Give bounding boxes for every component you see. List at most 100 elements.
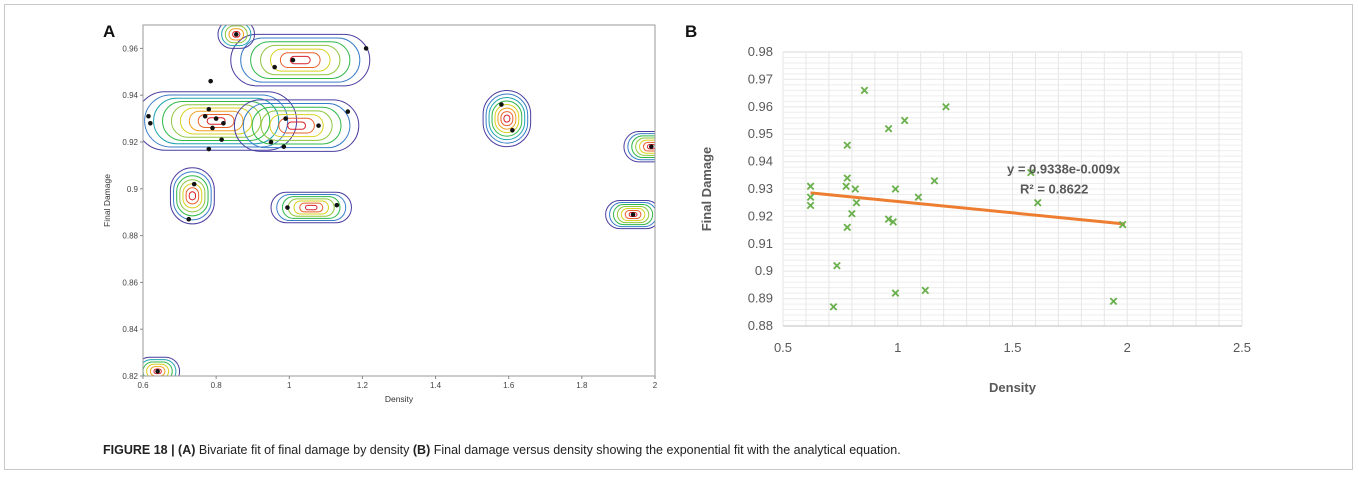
y-tick-label: 0.9 [127, 185, 139, 194]
contour-line [233, 99, 360, 152]
contour-line [623, 130, 655, 163]
marker-stroke [1109, 297, 1118, 306]
contour-line [149, 366, 166, 376]
marker-stroke [842, 182, 850, 191]
data-point [363, 46, 369, 51]
y-tick-label: 0.95 [748, 126, 773, 141]
contour-line [143, 359, 177, 376]
marker-stroke [1033, 198, 1042, 207]
contour-line [620, 208, 646, 222]
data-point [833, 261, 841, 270]
figure-frame [4, 4, 1353, 470]
contour-line [627, 133, 655, 161]
contour-line [228, 28, 245, 41]
data-point [806, 193, 815, 202]
data-point [1118, 220, 1127, 229]
contour-line [278, 117, 315, 134]
data-point [843, 223, 852, 232]
marker-stroke [921, 286, 930, 295]
contour-line [616, 206, 650, 224]
data-point [851, 185, 860, 193]
caption-label: FIGURE 18 | [103, 443, 179, 457]
marker-stroke [806, 193, 815, 202]
y-tick-label: 0.91 [748, 236, 773, 251]
contour-line [153, 97, 280, 145]
contour-line [482, 90, 532, 148]
contour-line [289, 55, 311, 65]
data-point [186, 216, 192, 222]
marker-stroke [843, 174, 852, 182]
y-tick-label: 0.88 [748, 318, 773, 333]
contour-line [270, 191, 352, 224]
contour-line [631, 135, 655, 159]
contour-line [269, 114, 324, 138]
contour-line [179, 107, 253, 135]
data-point [884, 215, 893, 223]
marker-stroke [848, 209, 856, 218]
contour-line [143, 91, 298, 151]
x-tick-label: 1.8 [576, 381, 588, 390]
contour-line [279, 52, 321, 68]
contour-line [146, 363, 170, 376]
y-tick-label: 0.86 [122, 278, 138, 287]
data-point [1027, 168, 1035, 177]
x-tick-label: 1 [287, 381, 292, 390]
caption-b-tag: (B) [412, 443, 431, 457]
contour-line [609, 202, 655, 228]
y-tick-label: 0.98 [748, 44, 773, 59]
data-point [213, 116, 219, 121]
contour-line [162, 100, 271, 141]
contour-line [612, 204, 654, 226]
data-point [316, 123, 321, 128]
data-point [146, 113, 151, 119]
contour-line [230, 33, 371, 87]
contour-line [276, 193, 347, 222]
x-tick-label: 1.2 [357, 381, 369, 390]
data-point [889, 218, 897, 226]
data-point [930, 176, 939, 185]
data-point [206, 146, 212, 152]
data-point [852, 198, 861, 207]
contour-line [287, 121, 306, 130]
data-point [649, 144, 654, 149]
data-point [900, 116, 909, 125]
trendline-r2: R² = 0.8622 [1020, 182, 1088, 197]
marker-stroke [829, 302, 838, 311]
x-tick-label: 2 [1124, 340, 1131, 355]
contour-line [232, 31, 241, 38]
y-tick-label: 0.94 [748, 154, 773, 169]
contour-line [185, 187, 200, 205]
x-tick-label: 2.5 [1233, 340, 1251, 355]
marker-stroke [884, 124, 893, 133]
data-point [630, 212, 636, 217]
data-point [510, 128, 515, 133]
contour-line [217, 25, 256, 49]
contour-line [293, 200, 329, 215]
data-point [842, 182, 850, 191]
data-point [891, 185, 900, 193]
data-point [268, 139, 274, 145]
data-point [914, 193, 923, 202]
contour-group [143, 25, 655, 376]
data-point [499, 102, 504, 107]
data-point [843, 141, 852, 149]
marker-stroke [852, 198, 861, 207]
data-point [942, 102, 950, 111]
data-point [206, 106, 212, 112]
marker-stroke [930, 176, 939, 185]
contour-line [224, 25, 248, 44]
marker-stroke [806, 182, 815, 191]
marker-stroke [806, 201, 815, 210]
data-point [285, 205, 290, 210]
figure-caption: FIGURE 18 | (A) Bivariate fit of final d… [103, 443, 901, 457]
data-point [921, 286, 930, 295]
contour-line [242, 103, 351, 149]
x-tick-label: 0.5 [774, 340, 792, 355]
contour-line [173, 171, 212, 221]
y-tick-label: 0.84 [122, 325, 138, 334]
contour-line [143, 361, 173, 376]
contour-line [281, 196, 341, 219]
marker-stroke [891, 289, 900, 297]
y-tick-label: 0.92 [748, 208, 773, 223]
data-point [884, 124, 893, 133]
